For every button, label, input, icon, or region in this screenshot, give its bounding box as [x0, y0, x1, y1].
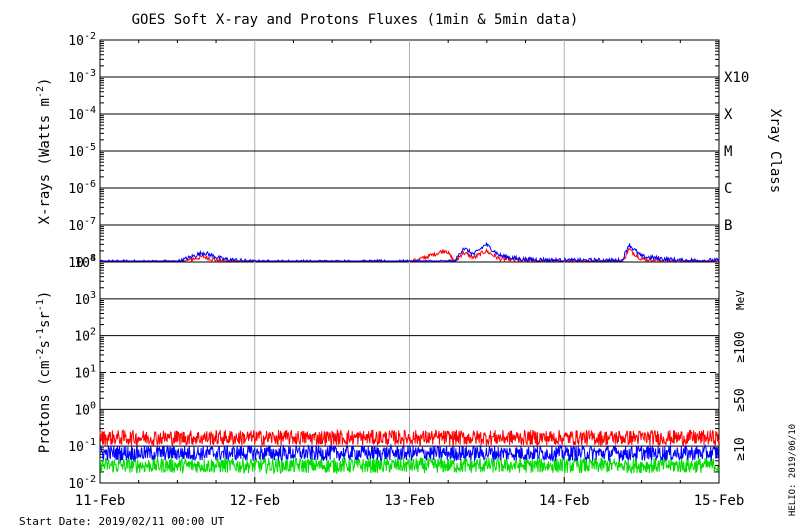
xray-class-axis-title: Xray Class — [767, 109, 783, 193]
proton-series-line — [99, 428, 720, 448]
proton-tick-label: 10-2 — [68, 474, 96, 492]
xray-series-line — [99, 241, 720, 263]
xray-class-label: M — [724, 144, 732, 160]
xray-y-tick-labels: 10-8 10-7 10-6 10-5 10-4 10-3 10-2 — [68, 31, 96, 271]
xray-class-label: C — [724, 181, 732, 197]
xray-tick-label: 10-4 — [68, 105, 96, 123]
legend-10mev: ≥10 — [733, 437, 748, 460]
x-tick-label: 13-Feb — [384, 493, 435, 509]
xray-y-axis-label: X-rays (Watts m-2) — [35, 78, 53, 225]
legend-50mev: ≥50 — [733, 388, 748, 411]
xray-class-label: X10 — [724, 70, 749, 86]
x-tick-label: 11-Feb — [75, 493, 126, 509]
xray-tick-label: 10-8 — [68, 253, 96, 271]
xray-class-label: B — [724, 218, 732, 234]
proton-tick-label: 104 — [74, 253, 96, 271]
xray-series — [99, 241, 720, 263]
proton-tick-label: 10-1 — [68, 437, 96, 455]
proton-tick-label: 102 — [74, 327, 96, 345]
xray-class-labels: B C M X X10 — [724, 70, 749, 234]
x-tick-label: 12-Feb — [229, 493, 280, 509]
chart-title: GOES Soft X-ray and Protons Fluxes (1min… — [132, 12, 579, 28]
xray-tick-label: 10-5 — [68, 142, 96, 160]
proton-series-line — [99, 443, 720, 463]
proton-series — [99, 428, 720, 475]
legend-mev: MeV — [734, 290, 747, 310]
xray-gridlines — [100, 41, 719, 252]
x-tick-label: 15-Feb — [694, 493, 745, 509]
legend-100mev: ≥100 — [733, 331, 748, 362]
proton-y-axis-label: Protons (cm-2s-1sr-1) — [35, 291, 53, 454]
x-tick-label: 14-Feb — [539, 493, 590, 509]
proton-tick-label: 101 — [74, 364, 96, 382]
xray-tick-label: 10-6 — [68, 179, 96, 197]
xray-tick-label: 10-3 — [68, 68, 96, 86]
helio-stamp: HELIO: 2019/06/10 — [788, 424, 798, 516]
xray-tick-label: 10-7 — [68, 216, 96, 234]
proton-tick-label: 103 — [74, 290, 96, 308]
proton-gridlines — [100, 263, 719, 473]
xray-tick-label: 10-2 — [68, 31, 96, 49]
proton-series-line — [99, 456, 720, 475]
x-tick-labels: 11-Feb 12-Feb 13-Feb 14-Feb 15-Feb — [75, 40, 745, 509]
start-date: Start Date: 2019/02/11 00:00 UT — [19, 515, 225, 528]
proton-tick-label: 100 — [74, 400, 96, 418]
xray-class-label: X — [724, 107, 733, 123]
proton-y-tick-labels: 10-2 10-1 100 101 102 103 104 — [68, 253, 96, 492]
